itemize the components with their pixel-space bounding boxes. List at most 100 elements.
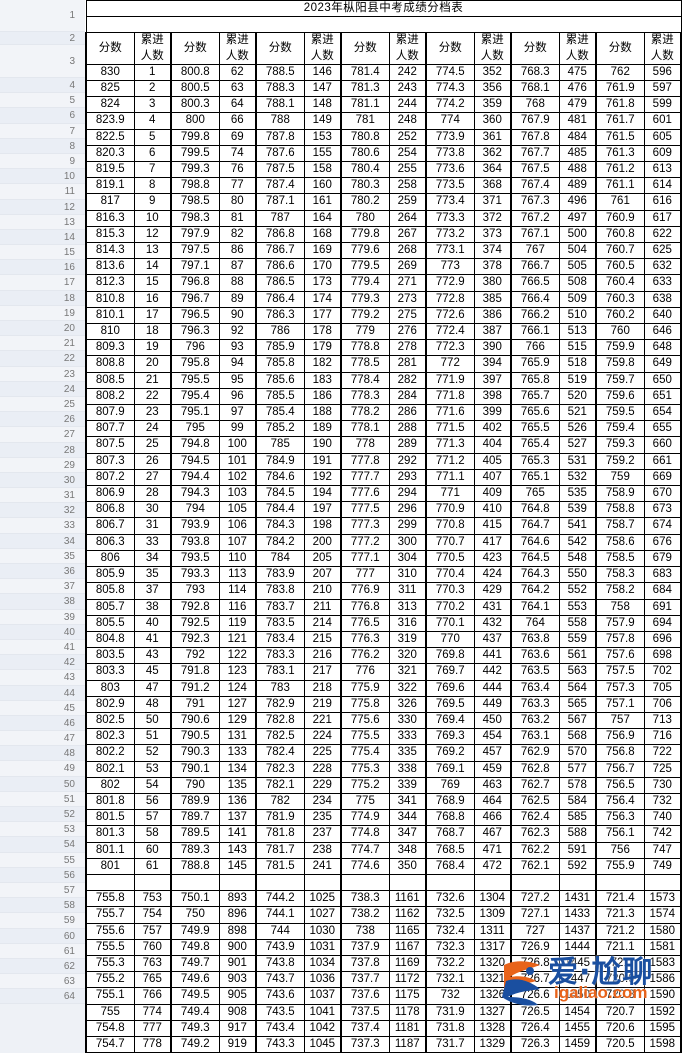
cell-score[interactable]: 775.8 [340,695,390,713]
cell-cumulative-count[interactable]: 64 [218,96,257,114]
cell-score[interactable]: 764.1 [510,598,560,616]
cell-cumulative-count[interactable]: 293 [388,468,427,487]
cell-cumulative-count[interactable]: 705 [643,679,683,697]
cell-score[interactable]: 801 [85,857,135,875]
cell-cumulative-count[interactable]: 86 [218,242,257,260]
cell-score[interactable]: 796.7 [170,290,220,308]
empty-cell[interactable] [218,873,257,892]
cell-cumulative-count[interactable]: 316 [388,614,427,632]
cell-score[interactable]: 737.8 [340,954,390,973]
cell-score[interactable]: 800.5 [170,79,220,98]
cell-score[interactable]: 770.4 [425,566,475,584]
cell-cumulative-count[interactable]: 60 [133,841,172,859]
empty-cell[interactable] [133,873,172,892]
cell-cumulative-count[interactable]: 605 [643,128,683,146]
row-number[interactable]: 28 [0,442,85,458]
cell-cumulative-count[interactable]: 296 [388,501,427,519]
cell-score[interactable]: 792.3 [170,630,220,649]
cell-score[interactable]: 755.7 [85,906,135,924]
cell-cumulative-count[interactable]: 30 [133,501,172,519]
cell-score[interactable]: 809.3 [85,339,135,357]
cell-score[interactable]: 784.2 [255,533,305,551]
cell-cumulative-count[interactable]: 397 [473,371,512,389]
cell-score[interactable]: 744 [255,922,305,940]
cell-score[interactable]: 759.4 [595,420,645,438]
cell-cumulative-count[interactable]: 3 [133,96,172,114]
cell-score[interactable]: 785.9 [255,339,305,357]
cell-score[interactable]: 759.8 [595,355,645,373]
cell-score[interactable]: 801.5 [85,809,135,827]
cell-cumulative-count[interactable]: 105 [218,501,257,519]
cell-score[interactable]: 824 [85,96,135,114]
cell-score[interactable]: 770.5 [425,549,475,568]
cell-cumulative-count[interactable]: 61 [133,857,172,875]
cell-cumulative-count[interactable]: 93 [218,339,257,357]
cell-score[interactable]: 777.2 [340,533,390,551]
cell-cumulative-count[interactable]: 449 [473,695,512,713]
cell-cumulative-count[interactable]: 24 [133,420,172,438]
cell-score[interactable]: 762.9 [510,744,560,762]
cell-cumulative-count[interactable]: 205 [303,549,342,568]
cell-cumulative-count[interactable]: 90 [218,306,257,325]
cell-score[interactable]: 764.8 [510,501,560,519]
cell-cumulative-count[interactable]: 19 [133,339,172,357]
cell-score[interactable]: 765.8 [510,371,560,389]
cell-cumulative-count[interactable]: 1030 [303,922,342,940]
cell-cumulative-count[interactable]: 655 [643,420,683,438]
cell-cumulative-count[interactable]: 119 [218,614,257,632]
cell-cumulative-count[interactable]: 95 [218,371,257,389]
cell-score[interactable]: 772.4 [425,323,475,341]
cell-score[interactable]: 808.2 [85,387,135,406]
cell-score[interactable]: 820.3 [85,144,135,163]
cell-score[interactable]: 791.2 [170,679,220,697]
cell-cumulative-count[interactable]: 565 [558,695,597,713]
cell-cumulative-count[interactable]: 88 [218,274,257,292]
cell-score[interactable]: 792.8 [170,598,220,616]
cell-cumulative-count[interactable]: 164 [303,209,342,227]
cell-cumulative-count[interactable]: 1321 [473,971,512,989]
cell-cumulative-count[interactable]: 242 [388,63,427,82]
cell-cumulative-count[interactable]: 649 [643,355,683,373]
cell-cumulative-count[interactable]: 585 [558,809,597,827]
cell-score[interactable]: 738 [340,922,390,940]
cell-score[interactable]: 772 [425,355,475,373]
cell-score[interactable]: 749.9 [170,922,220,940]
cell-score[interactable]: 781.1 [340,96,390,114]
cell-cumulative-count[interactable]: 429 [473,582,512,600]
cell-score[interactable]: 756 [595,841,645,859]
row-number[interactable]: 33 [0,518,85,534]
cell-score[interactable]: 764.3 [510,566,560,584]
cell-score[interactable]: 800 [170,112,220,130]
cell-cumulative-count[interactable]: 31 [133,517,172,535]
cell-score[interactable]: 797.9 [170,225,220,244]
cell-score[interactable]: 778.4 [340,371,390,389]
cell-score[interactable]: 802.5 [85,711,135,730]
cell-cumulative-count[interactable]: 588 [558,825,597,843]
cell-score[interactable]: 759.5 [595,404,645,422]
cell-score[interactable]: 813.6 [85,258,135,276]
cell-score[interactable]: 807.7 [85,420,135,438]
cell-score[interactable]: 795.8 [170,355,220,373]
row-number[interactable]: 23 [0,366,85,382]
cell-score[interactable]: 755.2 [85,971,135,989]
cell-score[interactable]: 789.7 [170,809,220,827]
cell-cumulative-count[interactable]: 472 [473,857,512,875]
cell-cumulative-count[interactable]: 110 [218,549,257,568]
cell-score[interactable]: 762.5 [510,792,560,811]
cell-cumulative-count[interactable]: 27 [133,468,172,487]
cell-cumulative-count[interactable]: 390 [473,339,512,357]
cell-score[interactable]: 789.9 [170,792,220,811]
cell-score[interactable]: 757.8 [595,630,645,649]
cell-cumulative-count[interactable]: 304 [388,549,427,568]
cell-score[interactable]: 776.8 [340,598,390,616]
cell-score[interactable]: 799.5 [170,144,220,163]
cell-cumulative-count[interactable]: 244 [388,96,427,114]
cell-cumulative-count[interactable]: 34 [133,549,172,568]
cell-score[interactable]: 774.7 [340,841,390,859]
cell-cumulative-count[interactable]: 221 [303,711,342,730]
cell-score[interactable]: 773.9 [425,128,475,146]
column-header-cumulative-count[interactable]: 累进 人数 [643,32,683,65]
cell-score[interactable]: 769.6 [425,679,475,697]
cell-score[interactable]: 726.6 [510,987,560,1005]
cell-cumulative-count[interactable]: 281 [388,355,427,373]
